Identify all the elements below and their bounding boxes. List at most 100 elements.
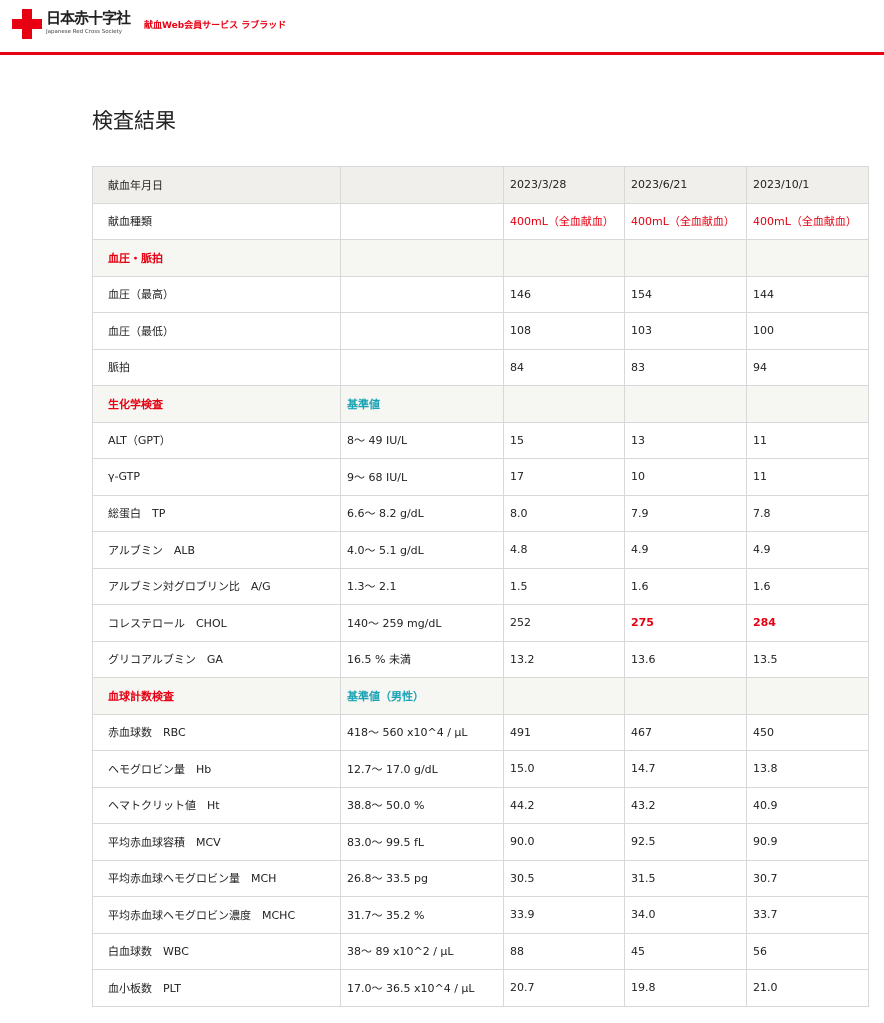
table-row: 平均赤血球容積 MCV 83.0〜 99.5 fL 90.0 92.5 90.9 [92,823,869,861]
row-label: 献血年月日 [92,166,341,204]
reference-label: 基準値（男性） [340,677,504,715]
table-row: 血小板数 PLT 17.0〜 36.5 x10^4 / μL 20.7 19.8 21.… [92,969,869,1007]
result-value: 20.7 [503,969,625,1007]
result-value: 31.5 [624,859,747,897]
result-value: 13.5 [746,640,869,678]
result-value: 7.8 [746,494,869,532]
table-row: ヘモグロビン量 Hb 12.7〜 17.0 g/dL 15.0 14.7 13.8 [92,750,869,788]
donation-type-cell: 400mL（全血献血） [503,202,625,240]
result-value: 146 [503,275,625,313]
section-header: 血球計数検査 基準値（男性） [92,677,869,715]
empty-cell [624,239,747,277]
result-value: 84 [503,348,625,386]
result-value: 92.5 [624,823,747,861]
reference-range [340,312,504,350]
date-cell: 2023/3/28 [503,166,625,204]
empty-cell [340,202,504,240]
reference-range: 6.6〜 8.2 g/dL [340,494,504,532]
reference-range: 12.7〜 17.0 g/dL [340,750,504,788]
test-name: 血小板数 PLT [92,969,341,1007]
result-value: 284 [746,604,869,642]
reference-range: 9〜 68 IU/L [340,458,504,496]
table-row: グリコアルブミン GA 16.5 % 未満 13.2 13.6 13.5 [92,640,869,678]
result-value: 450 [746,713,869,751]
reference-label [340,239,504,277]
reference-range [340,348,504,386]
table-row: 血圧（最低） 108 103 100 [92,312,869,350]
empty-cell [746,677,869,715]
row-label: 献血種類 [92,202,341,240]
site-header: 日本赤十字社 Japanese Red Cross Society 献血Web会… [0,0,884,55]
table-row: 血圧（最高） 146 154 144 [92,275,869,313]
result-value: 19.8 [624,969,747,1007]
test-name: グリコアルブミン GA [92,640,341,678]
section-header: 血圧・脈拍 [92,239,869,277]
reference-range: 418〜 560 x10^4 / μL [340,713,504,751]
section-title: 血圧・脈拍 [92,239,341,277]
result-value: 7.9 [624,494,747,532]
empty-cell [503,239,625,277]
result-value: 154 [624,275,747,313]
result-value: 4.8 [503,531,625,569]
result-value: 17 [503,458,625,496]
result-value: 33.7 [746,896,869,934]
test-name: γ-GTP [92,458,341,496]
reference-range [340,275,504,313]
result-value: 13.6 [624,640,747,678]
result-value: 275 [624,604,747,642]
donation-type-row: 献血種類 400mL（全血献血） 400mL（全血献血） 400mL（全血献血） [92,202,869,240]
result-value: 88 [503,932,625,970]
table-row: ヘマトクリット値 Ht 38.8〜 50.0 % 44.2 43.2 40.9 [92,786,869,824]
date-cell: 2023/10/1 [746,166,869,204]
table-row: 白血球数 WBC 38〜 89 x10^2 / μL 88 45 56 [92,932,869,970]
test-name: 白血球数 WBC [92,932,341,970]
reference-range: 1.3〜 2.1 [340,567,504,605]
reference-range: 31.7〜 35.2 % [340,896,504,934]
test-name: ヘマトクリット値 Ht [92,786,341,824]
table-row: 赤血球数 RBC 418〜 560 x10^4 / μL 491 467 450 [92,713,869,751]
empty-cell [503,677,625,715]
test-name: 平均赤血球ヘモグロビン濃度 MCHC [92,896,341,934]
section-title: 血球計数検査 [92,677,341,715]
result-value: 13.2 [503,640,625,678]
result-value: 8.0 [503,494,625,532]
service-name[interactable]: 献血Web会員サービス ラブラッド [144,21,287,31]
red-cross-icon [12,9,42,39]
test-name: アルブミン対グロブリン比 A/G [92,567,341,605]
section-title: 生化学検査 [92,385,341,423]
empty-cell [746,239,869,277]
date-row: 献血年月日 2023/3/28 2023/6/21 2023/10/1 [92,166,869,204]
empty-cell [340,166,504,204]
result-value: 1.6 [624,567,747,605]
result-value: 491 [503,713,625,751]
reference-range: 26.8〜 33.5 pg [340,859,504,897]
page-title: 検査結果 [92,109,176,133]
result-value: 44.2 [503,786,625,824]
test-name: コレステロール CHOL [92,604,341,642]
table-row: 総蛋白 TP 6.6〜 8.2 g/dL 8.0 7.9 7.8 [92,494,869,532]
section-header: 生化学検査 基準値 [92,385,869,423]
result-value: 33.9 [503,896,625,934]
table-row: アルブミン対グロブリン比 A/G 1.3〜 2.1 1.5 1.6 1.6 [92,567,869,605]
empty-cell [624,385,747,423]
result-value: 56 [746,932,869,970]
result-value: 15 [503,421,625,459]
reference-range: 4.0〜 5.1 g/dL [340,531,504,569]
result-value: 100 [746,312,869,350]
result-value: 4.9 [746,531,869,569]
empty-cell [624,677,747,715]
reference-range: 83.0〜 99.5 fL [340,823,504,861]
test-name: 平均赤血球容積 MCV [92,823,341,861]
result-value: 21.0 [746,969,869,1007]
table-row: γ-GTP 9〜 68 IU/L 17 10 11 [92,458,869,496]
date-cell: 2023/6/21 [624,166,747,204]
result-value: 10 [624,458,747,496]
result-value: 40.9 [746,786,869,824]
results-table: 献血年月日 2023/3/28 2023/6/21 2023/10/1 献血種類 400m… [92,166,869,1007]
test-name: 赤血球数 RBC [92,713,341,751]
test-name: 血圧（最低） [92,312,341,350]
result-value: 34.0 [624,896,747,934]
result-value: 30.7 [746,859,869,897]
jrc-logo[interactable]: 日本赤十字社 Japanese Red Cross Society [12,9,131,39]
test-name: ALT（GPT） [92,421,341,459]
